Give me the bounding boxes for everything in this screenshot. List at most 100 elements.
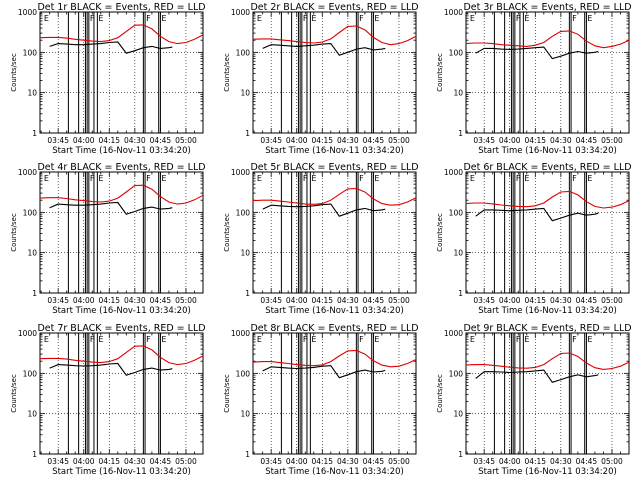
flag-marker-e: E [587, 14, 592, 23]
plot-frame [39, 332, 204, 455]
flag-marker-e: E [257, 14, 262, 23]
flag-marker-e: E [161, 174, 166, 183]
flag-marker-f: F [146, 14, 151, 23]
flag-marker-f: F [359, 335, 364, 344]
y-axis-label: Counts/sec [10, 53, 18, 92]
x-tick-label: 04:15 [311, 136, 333, 145]
flag-marker-e: E [311, 174, 316, 183]
x-tick-label: 04:15 [524, 457, 546, 466]
x-tick-label: 05:00 [175, 136, 197, 145]
y-tick-label: 10 [27, 410, 37, 419]
y-axis-label: Counts/sec [436, 213, 444, 252]
flag-marker-e: E [311, 14, 316, 23]
x-tick-label: 04:30 [337, 296, 359, 305]
detector-panel-2: Det 2r BLACK = Events, RED = LLD 1 10 100 10… [223, 2, 419, 156]
flag-marker-e: E [257, 174, 262, 183]
flag-marker-e: E [587, 174, 592, 183]
flag-marker-e: E [470, 174, 475, 183]
y-tick-label: 1000 [18, 329, 37, 338]
x-tick-label: 04:00 [286, 296, 308, 305]
y-tick-label: 1000 [231, 168, 250, 177]
y-axis-label: Counts/sec [436, 53, 444, 92]
plot-frame [252, 171, 417, 294]
x-tick-label: 03:45 [47, 457, 69, 466]
x-tick-label: 04:00 [286, 136, 308, 145]
detector-panel-6: Det 6r BLACK = Events, RED = LLD 1 10 100 10… [436, 162, 632, 316]
x-tick-label: 05:00 [388, 457, 410, 466]
y-tick-label: 100 [449, 208, 464, 217]
lld-series-line [252, 349, 417, 368]
x-tick-label: 04:30 [124, 296, 146, 305]
panel-title: Det 6r BLACK = Events, RED = LLD [463, 162, 631, 173]
lld-series-line [252, 25, 417, 46]
flag-marker-f: F [90, 14, 95, 23]
y-axis-label: Counts/sec [223, 374, 231, 413]
panel-title: Det 2r BLACK = Events, RED = LLD [250, 2, 418, 13]
flag-marker-e: E [44, 174, 49, 183]
x-tick-label: 04:30 [550, 457, 572, 466]
plot-frame [252, 332, 417, 455]
flag-marker-e: E [98, 335, 103, 344]
panel-title: Det 4r BLACK = Events, RED = LLD [37, 162, 205, 173]
flag-marker-e: E [374, 335, 379, 344]
y-tick-label: 10 [27, 89, 37, 98]
events-series-line [475, 369, 599, 383]
detector-panel-8: Det 8r BLACK = Events, RED = LLD 1 10 100 10… [223, 323, 419, 477]
y-tick-label: 10 [27, 249, 37, 258]
y-tick-label: 100 [23, 208, 38, 217]
y-tick-label: 100 [236, 208, 251, 217]
y-tick-label: 1000 [444, 8, 463, 17]
lld-series-line [252, 187, 417, 206]
flag-marker-e: E [98, 174, 103, 183]
detector-panel-7: Det 7r BLACK = Events, RED = LLD 1 10 100 10… [10, 323, 206, 477]
flag-marker-f: F [572, 335, 577, 344]
x-tick-label: 05:00 [601, 296, 623, 305]
detector-panel-9: Det 9r BLACK = Events, RED = LLD 1 10 100 10… [436, 323, 632, 477]
flag-marker-f: F [303, 174, 308, 183]
y-tick-label: 1000 [444, 329, 463, 338]
x-tick-label: 04:15 [524, 296, 546, 305]
y-tick-label: 10 [240, 89, 250, 98]
panel-title: Det 8r BLACK = Events, RED = LLD [250, 323, 418, 334]
flag-marker-e: E [44, 335, 49, 344]
y-tick-label: 10 [453, 410, 463, 419]
y-tick-label: 10 [453, 249, 463, 258]
x-tick-label: 04:45 [363, 136, 385, 145]
detector-panel-5: Det 5r BLACK = Events, RED = LLD 1 10 100 10… [223, 162, 419, 316]
flag-marker-e: E [524, 14, 529, 23]
events-series-line [49, 201, 173, 215]
flag-marker-f: F [516, 335, 521, 344]
flag-marker-e: E [98, 14, 103, 23]
x-axis-label: Start Time (16-Nov-11 03:34:20) [265, 146, 404, 156]
y-tick-label: 1000 [18, 8, 37, 17]
flag-marker-f: F [516, 14, 521, 23]
y-tick-label: 1 [245, 450, 250, 459]
x-tick-label: 03:45 [47, 296, 69, 305]
y-axis-label: Counts/sec [436, 374, 444, 413]
flag-marker-f: F [359, 14, 364, 23]
events-series-line [262, 365, 386, 379]
x-tick-label: 03:45 [260, 136, 282, 145]
x-axis-label: Start Time (16-Nov-11 03:34:20) [478, 467, 617, 477]
flag-marker-f: F [572, 14, 577, 23]
plot-frame [465, 332, 630, 455]
x-tick-label: 04:15 [311, 457, 333, 466]
x-tick-label: 04:45 [150, 136, 172, 145]
plot-frame [39, 11, 204, 134]
flag-marker-e: E [161, 335, 166, 344]
x-tick-label: 05:00 [175, 457, 197, 466]
x-tick-label: 05:00 [601, 457, 623, 466]
x-tick-label: 04:45 [576, 296, 598, 305]
x-tick-label: 04:00 [286, 457, 308, 466]
plot-frame [252, 11, 417, 134]
plot-frame [465, 11, 630, 134]
y-tick-label: 1000 [231, 329, 250, 338]
flag-marker-e: E [44, 14, 49, 23]
x-axis-label: Start Time (16-Nov-11 03:34:20) [478, 146, 617, 156]
y-tick-label: 1 [245, 289, 250, 298]
lld-series-line [465, 30, 630, 49]
panel-title: Det 1r BLACK = Events, RED = LLD [37, 2, 205, 13]
x-tick-label: 04:00 [499, 457, 521, 466]
flag-marker-f: F [90, 335, 95, 344]
